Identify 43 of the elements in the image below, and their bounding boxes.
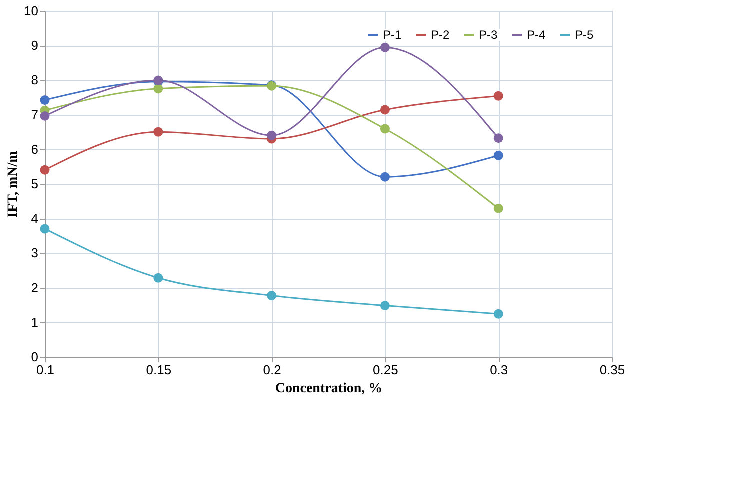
point [40, 96, 50, 105]
x-axis-title: Concentration, % [275, 382, 383, 396]
point [494, 309, 504, 319]
y-tick-label: 0 [31, 350, 38, 364]
legend-label: P-5 [575, 28, 594, 42]
y-tick-label: 4 [31, 211, 38, 226]
point [380, 124, 390, 134]
y-tick-label: 1 [31, 314, 38, 330]
point [267, 130, 277, 140]
x-tick-label: 0.25 [373, 362, 398, 378]
legend-label: P-1 [383, 28, 402, 42]
point [380, 172, 390, 182]
y-tick-label: 3 [31, 246, 38, 261]
point [494, 134, 504, 144]
point [40, 224, 50, 234]
point [154, 84, 164, 94]
x-tick-label: 0.2 [263, 362, 282, 378]
point [380, 42, 390, 52]
x-tick-label: 0.1 [36, 362, 55, 378]
y-tick-label: 9 [31, 38, 38, 54]
x-tick-label: 0.3 [490, 362, 508, 378]
point [40, 111, 50, 121]
y-tick-label: 6 [31, 142, 38, 157]
y-tick-label: 8 [31, 72, 38, 88]
y-tick-label: 10 [24, 4, 38, 18]
x-tick-label: 0.15 [146, 362, 172, 378]
point [380, 301, 390, 311]
point [154, 273, 164, 283]
y-tick-label: 7 [31, 107, 38, 122]
point [267, 291, 277, 300]
point [494, 204, 504, 214]
legend-label: P-4 [527, 28, 546, 42]
point [494, 91, 504, 101]
x-tick-label: 0.35 [600, 362, 626, 378]
y-tick-label: 2 [31, 280, 38, 296]
legend-label: P-2 [431, 28, 450, 42]
point [40, 165, 50, 175]
point [154, 127, 164, 137]
point [380, 105, 390, 115]
y-tick-label: 5 [31, 176, 38, 192]
legend-label: P-3 [479, 28, 498, 42]
y-axis-title: IFT, mN/m [6, 150, 22, 218]
point [494, 150, 504, 160]
